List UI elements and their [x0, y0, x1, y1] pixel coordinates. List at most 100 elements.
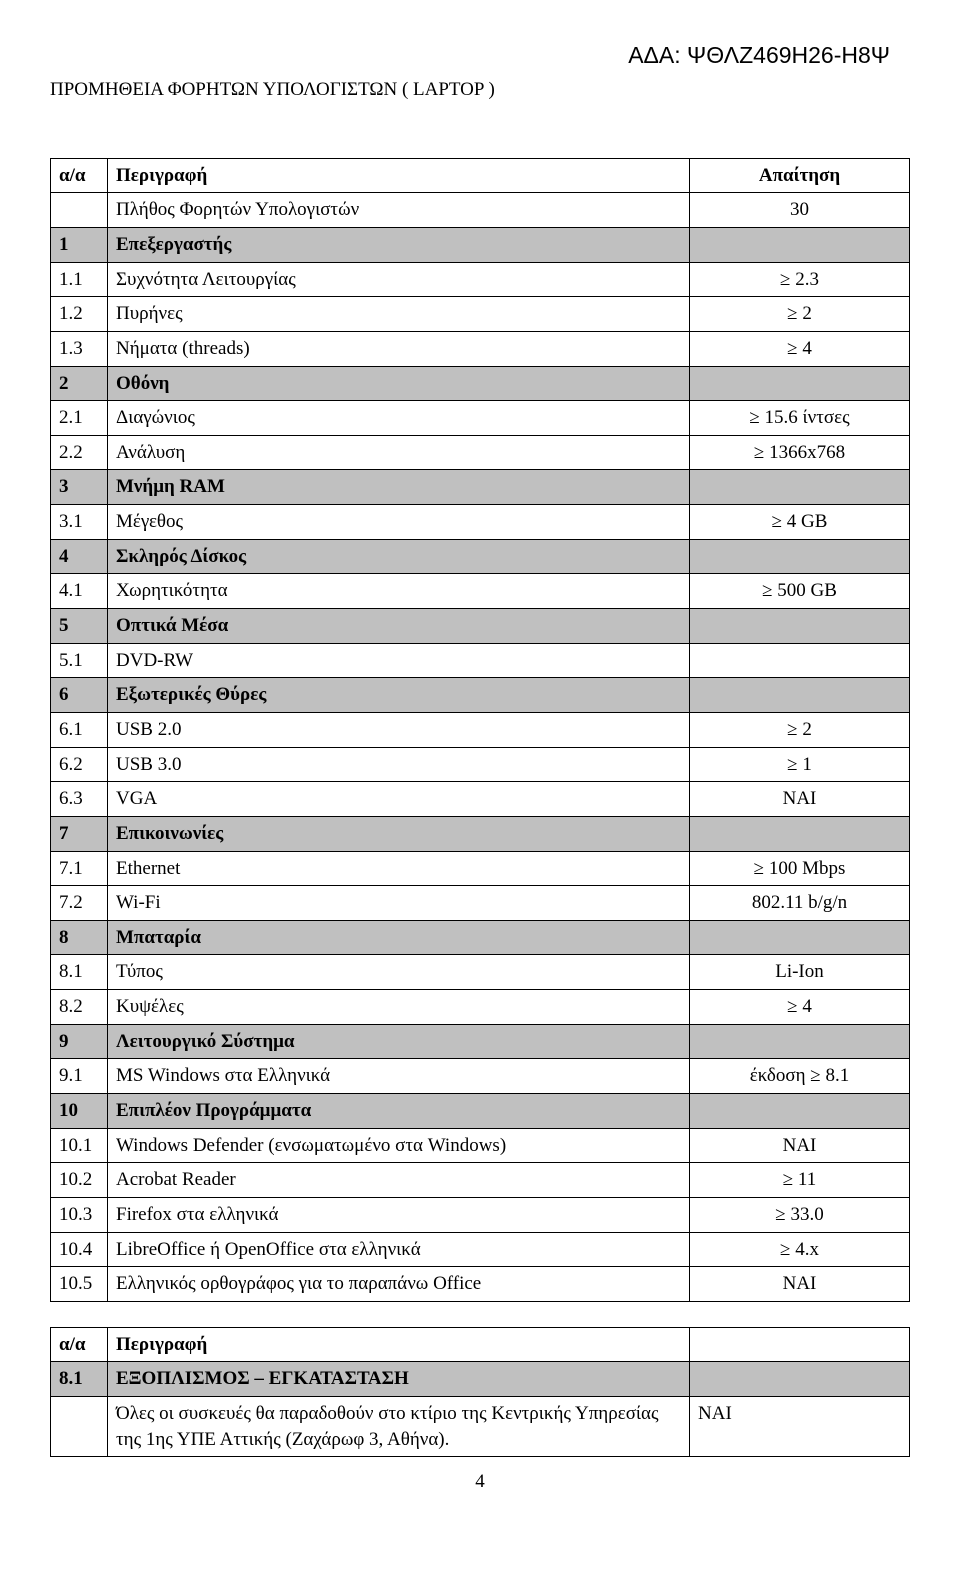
section-row: 3Μνήμη RAM	[51, 470, 910, 505]
cell: USB 3.0	[108, 747, 690, 782]
cell: ΝΑΙ	[690, 782, 910, 817]
cell	[690, 366, 910, 401]
page-number: 4	[50, 1469, 910, 1495]
cell: ≥ 2	[690, 297, 910, 332]
cell: 6.2	[51, 747, 108, 782]
cell: Οπτικά Μέσα	[108, 609, 690, 644]
cell: ≥ 33.0	[690, 1197, 910, 1232]
table-row: 8.2Κυψέλες≥ 4	[51, 990, 910, 1025]
subject-title: ΠΡΟΜΗΘΕΙΑ ΦΟΡΗΤΩΝ ΥΠΟΛΟΓΙΣΤΩΝ ( LAPTOP )	[50, 77, 910, 103]
cell: ≥ 2.3	[690, 262, 910, 297]
cell: Acrobat Reader	[108, 1163, 690, 1198]
section-row: 7Επικοινωνίες	[51, 816, 910, 851]
cell	[690, 1024, 910, 1059]
cell: 10	[51, 1093, 108, 1128]
section-row: 10Επιπλέον Προγράμματα	[51, 1093, 910, 1128]
cell	[690, 609, 910, 644]
cell: 3.1	[51, 505, 108, 540]
cell: Μνήμη RAM	[108, 470, 690, 505]
cell: MS Windows στα Ελληνικά	[108, 1059, 690, 1094]
cell: ≥ 4	[690, 331, 910, 366]
table-row: 9.1MS Windows στα Ελληνικάέκδοση ≥ 8.1	[51, 1059, 910, 1094]
cell: 1.2	[51, 297, 108, 332]
col-desc: Περιγραφή	[108, 158, 690, 193]
section-row: 2Οθόνη	[51, 366, 910, 401]
cell: 2.1	[51, 401, 108, 436]
section-row: 9Λειτουργικό Σύστημα	[51, 1024, 910, 1059]
section-row: 8.1 ΕΞΟΠΛΙΣΜΟΣ – ΕΓΚΑΤΑΣΤΑΣΗ	[51, 1362, 910, 1397]
table-row: 6.2USB 3.0≥ 1	[51, 747, 910, 782]
cell	[51, 1397, 108, 1457]
cell: 8.2	[51, 990, 108, 1025]
cell: Ανάλυση	[108, 435, 690, 470]
cell: έκδοση ≥ 8.1	[690, 1059, 910, 1094]
table-row: 2.1Διαγώνιος≥ 15.6 ίντσες	[51, 401, 910, 436]
cell: Τύπος	[108, 955, 690, 990]
table-row: 6.3VGAΝΑΙ	[51, 782, 910, 817]
cell: ≥ 100 Mbps	[690, 851, 910, 886]
cell: 8.1	[51, 955, 108, 990]
table-row: 4.1Χωρητικότητα≥ 500 GB	[51, 574, 910, 609]
section-row: 1 Επεξεργαστής	[51, 227, 910, 262]
cell: ≥ 500 GB	[690, 574, 910, 609]
cell: Εξωτερικές Θύρες	[108, 678, 690, 713]
table-row: Όλες οι συσκευές θα παραδοθούν στο κτίρι…	[51, 1397, 910, 1457]
cell: Σκληρός Δίσκος	[108, 539, 690, 574]
cell: 1	[51, 227, 108, 262]
cell	[690, 678, 910, 713]
table-row: 6.1USB 2.0≥ 2	[51, 712, 910, 747]
col-desc: Περιγραφή	[108, 1327, 690, 1362]
cell: 30	[690, 193, 910, 228]
section-row: 6Εξωτερικές Θύρες	[51, 678, 910, 713]
cell: 802.11 b/g/n	[690, 886, 910, 921]
cell: ≥ 4	[690, 990, 910, 1025]
cell: 2	[51, 366, 108, 401]
table-header: α/α Περιγραφή Απαίτηση	[51, 158, 910, 193]
cell: Μέγεθος	[108, 505, 690, 540]
table-row: 10.5Ελληνικός ορθογράφος για το παραπάνω…	[51, 1267, 910, 1302]
cell: Οθόνη	[108, 366, 690, 401]
cell: ≥ 1366x768	[690, 435, 910, 470]
table-row: 8.1ΤύποςLi-Ion	[51, 955, 910, 990]
cell: Επικοινωνίες	[108, 816, 690, 851]
cell	[690, 816, 910, 851]
specs-table: α/α Περιγραφή Απαίτηση Πλήθος Φορητών Υπ…	[50, 158, 910, 1302]
cell: ΝΑΙ	[690, 1397, 910, 1457]
cell: 3	[51, 470, 108, 505]
col-number: α/α	[51, 158, 108, 193]
table-header: α/α Περιγραφή	[51, 1327, 910, 1362]
cell	[690, 1093, 910, 1128]
table-row: 3.1Μέγεθος≥ 4 GB	[51, 505, 910, 540]
cell: 7.1	[51, 851, 108, 886]
cell: Firefox στα ελληνικά	[108, 1197, 690, 1232]
cell: Χωρητικότητα	[108, 574, 690, 609]
cell: ΝΑΙ	[690, 1267, 910, 1302]
cell: Επεξεργαστής	[108, 227, 690, 262]
cell: 1.3	[51, 331, 108, 366]
table-row: Πλήθος Φορητών Υπολογιστών 30	[51, 193, 910, 228]
table-row: 1.1Συχνότητα Λειτουργίας≥ 2.3	[51, 262, 910, 297]
cell: Li-Ion	[690, 955, 910, 990]
cell: 9.1	[51, 1059, 108, 1094]
cell	[51, 193, 108, 228]
cell: Νήματα (threads)	[108, 331, 690, 366]
cell: 6.1	[51, 712, 108, 747]
cell: Windows Defender (ενσωματωμένο στα Windo…	[108, 1128, 690, 1163]
cell: 8	[51, 920, 108, 955]
cell: ≥ 1	[690, 747, 910, 782]
cell: 7.2	[51, 886, 108, 921]
col-req: Απαίτηση	[690, 158, 910, 193]
table-row: 10.4LibreOffice ή OpenOffice στα ελληνικ…	[51, 1232, 910, 1267]
cell: DVD-RW	[108, 643, 690, 678]
table-row: 10.2Acrobat Reader≥ 11	[51, 1163, 910, 1198]
cell	[690, 920, 910, 955]
cell	[690, 539, 910, 574]
section-row: 8Μπαταρία	[51, 920, 910, 955]
cell: Πυρήνες	[108, 297, 690, 332]
cell: Ελληνικός ορθογράφος για το παραπάνω Off…	[108, 1267, 690, 1302]
cell: Πλήθος Φορητών Υπολογιστών	[108, 193, 690, 228]
cell: 5.1	[51, 643, 108, 678]
cell: Μπαταρία	[108, 920, 690, 955]
col-number: α/α	[51, 1327, 108, 1362]
table-row: 1.3Νήματα (threads)≥ 4	[51, 331, 910, 366]
